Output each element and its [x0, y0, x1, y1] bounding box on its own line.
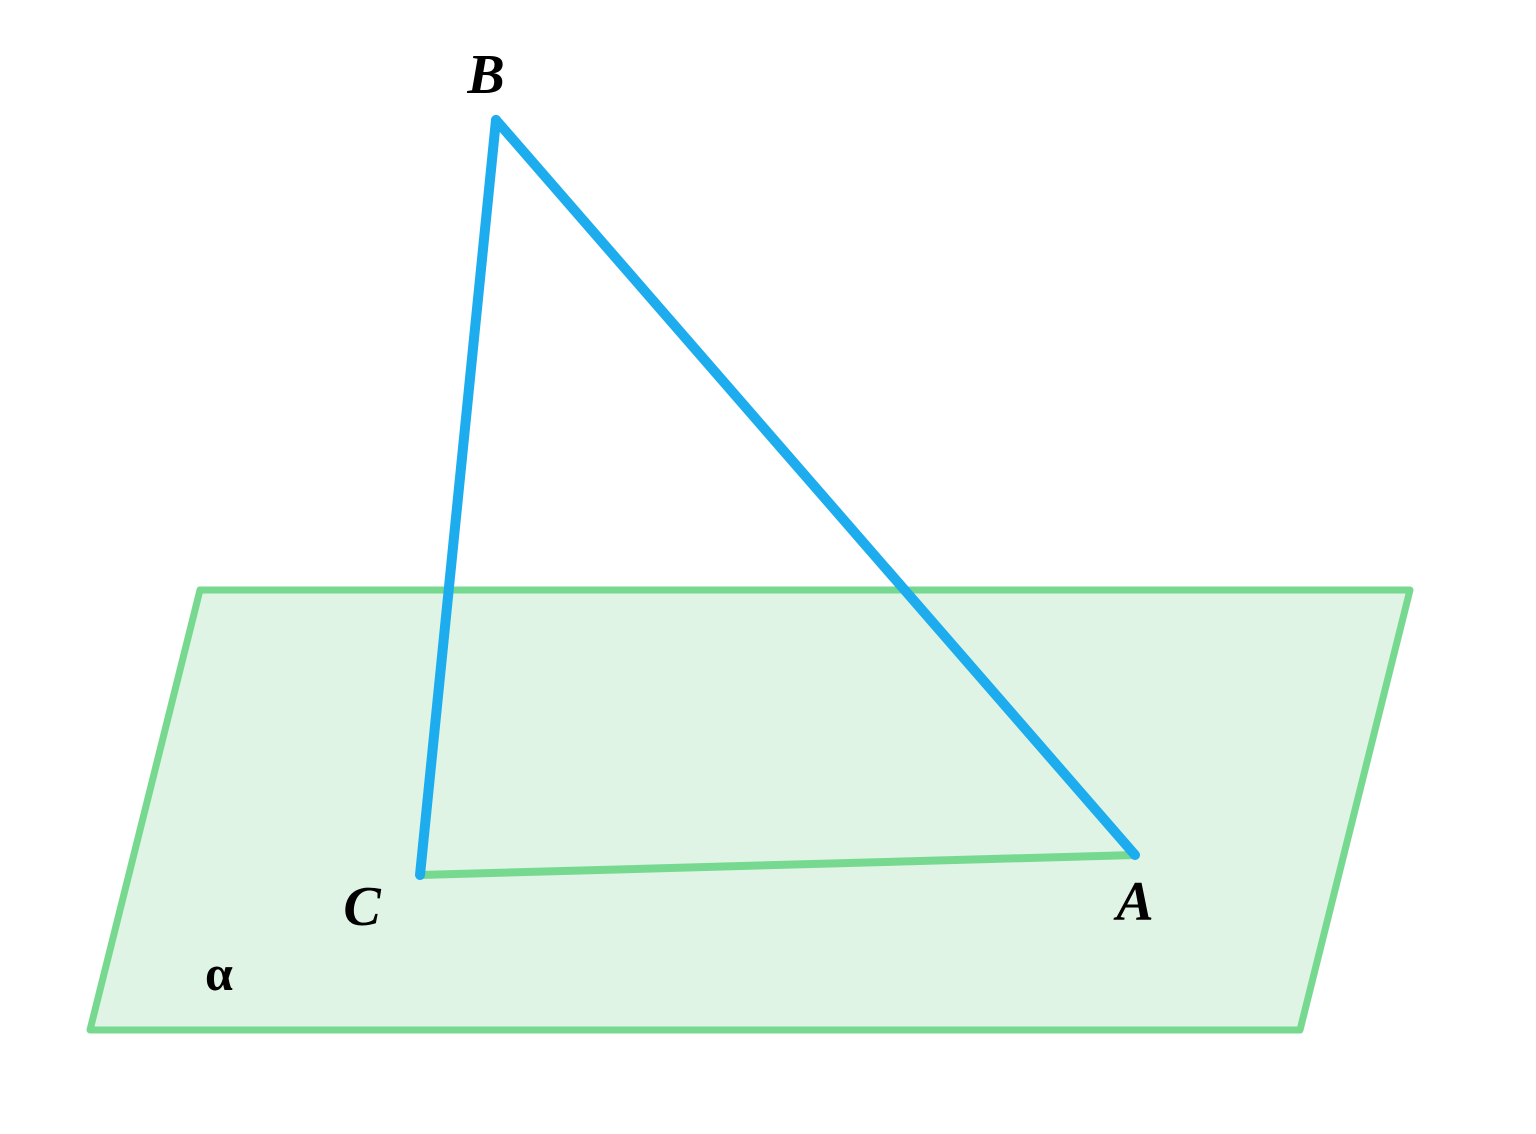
vertex-label-C: C: [343, 876, 381, 938]
vertex-label-B: B: [466, 44, 504, 106]
plane-label-alpha: α: [205, 945, 233, 1001]
plane-alpha: [90, 590, 1410, 1030]
vertex-label-A: A: [1113, 871, 1153, 933]
